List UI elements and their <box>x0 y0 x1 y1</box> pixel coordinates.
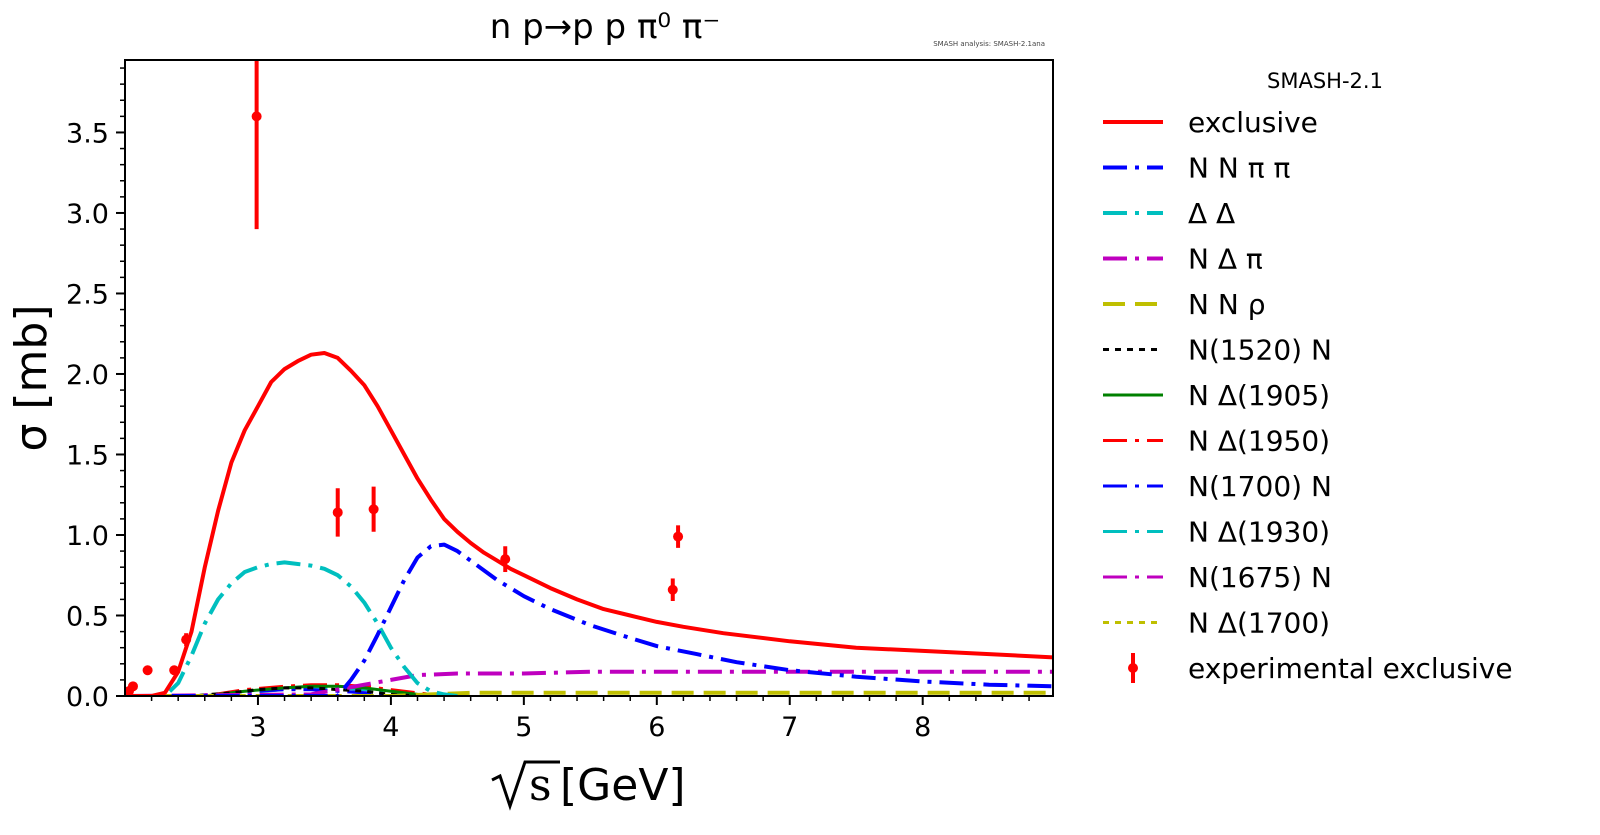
y-axis-ticks: 0.0 0.5 1.0 1.5 2.0 2.5 3.0 3.5 <box>66 67 125 713</box>
experimental-point <box>667 584 678 595</box>
legend-label: exclusive <box>1188 106 1318 139</box>
x-tick-label: 5 <box>515 712 532 743</box>
legend-label: experimental exclusive <box>1188 652 1513 685</box>
legend-label: N(1520) N <box>1188 334 1332 367</box>
legend-label: N N π π <box>1188 152 1290 185</box>
y-tick-label: 1.0 <box>66 521 109 552</box>
x-axis-label: s [GeV] <box>491 760 686 811</box>
plot-frame <box>124 59 1054 697</box>
experimental-point <box>127 681 138 692</box>
experimental-point <box>368 504 379 515</box>
legend-label: Δ Δ <box>1188 197 1235 230</box>
x-tick-label: 8 <box>914 712 931 743</box>
legend-label: N Δ(1950) <box>1188 425 1330 458</box>
x-axis-label-text: [GeV] <box>560 760 686 811</box>
y-tick-label: 2.5 <box>66 279 109 310</box>
legend-label: N N ρ <box>1188 288 1265 321</box>
legend-label: N Δ(1700) <box>1188 607 1330 640</box>
x-tick-label: 6 <box>648 712 665 743</box>
legend-label: N Δ(1930) <box>1188 516 1330 549</box>
series-line <box>127 351 1053 696</box>
legend-label: N Δ π <box>1188 243 1263 276</box>
chart-title: n p→p p π⁰ π⁻ <box>490 7 721 47</box>
series-line <box>127 560 458 696</box>
x-axis-ticks: 3 4 5 6 7 8 <box>150 696 1030 743</box>
plot-marks <box>125 60 1053 696</box>
series-group <box>125 60 1053 696</box>
legend-label: N Δ(1905) <box>1188 379 1330 412</box>
y-axis-label: σ [mb] <box>6 305 57 452</box>
y-tick-label: 2.0 <box>66 360 109 391</box>
x-tick-label: 4 <box>382 712 399 743</box>
series-line <box>127 669 1053 696</box>
experimental-point <box>181 634 192 645</box>
series-line <box>127 686 418 696</box>
y-tick-label: 0.0 <box>66 682 109 713</box>
series-line <box>127 542 1053 696</box>
analysis-annotation: SMASH analysis: SMASH-2.1ana <box>933 40 1045 48</box>
experimental-point <box>500 554 511 565</box>
legend-swatch-marker <box>1128 663 1138 673</box>
experimental-point <box>142 665 153 676</box>
x-axis-label-radicand: s <box>529 760 552 811</box>
experimental-point <box>169 665 180 676</box>
legend: SMASH-2.1 exclusive N N π π Δ Δ N Δ π N N ρ N… <box>1103 69 1513 685</box>
y-tick-label: 1.5 <box>66 440 109 471</box>
legend-label: N(1675) N <box>1188 561 1332 594</box>
y-tick-label: 3.5 <box>66 118 109 149</box>
y-tick-label: 3.0 <box>66 199 109 230</box>
sqrt-sign <box>491 760 560 811</box>
x-tick-label: 7 <box>781 712 798 743</box>
legend-title: SMASH-2.1 <box>1267 69 1383 93</box>
experimental-point <box>332 507 343 518</box>
x-tick-label: 3 <box>249 712 266 743</box>
experimental-point <box>673 531 684 542</box>
legend-label: N(1700) N <box>1188 470 1332 503</box>
y-tick-label: 0.5 <box>66 601 109 632</box>
experimental-point <box>251 111 262 122</box>
